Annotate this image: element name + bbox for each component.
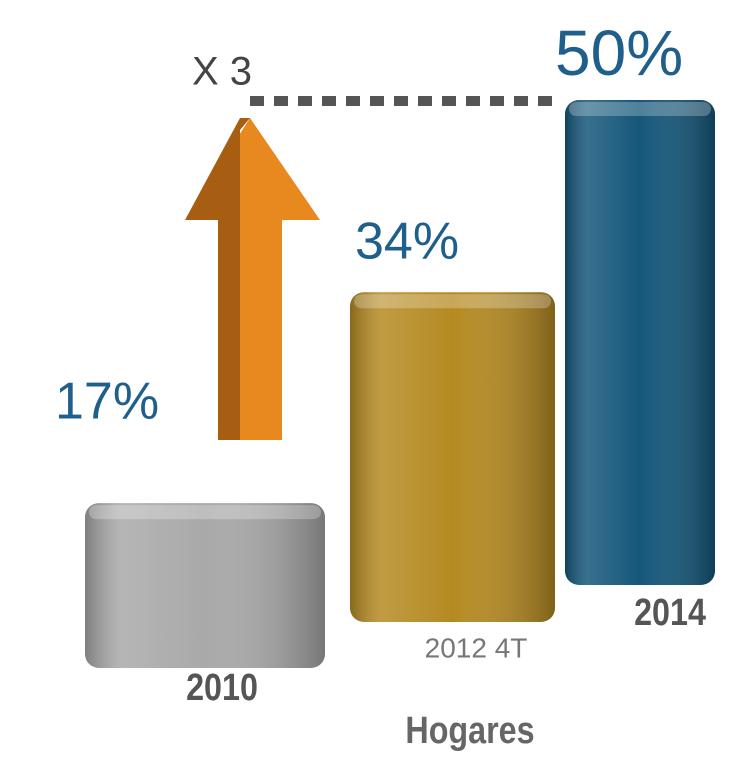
bar-shade [85, 503, 325, 668]
annotation: X 3 [192, 50, 252, 94]
arrow [185, 118, 320, 440]
x-axis-label: Hogares [405, 710, 534, 752]
category-label: 2010 [186, 667, 258, 709]
value-label: 17% [55, 373, 159, 431]
category-label: 2014 [634, 592, 706, 634]
category-label: 2012 4T [425, 632, 528, 663]
bar-shade [565, 100, 715, 585]
bar-cap [354, 294, 551, 309]
bar-cap [89, 505, 321, 520]
bar-shade [350, 292, 555, 622]
value-label: 50% [555, 17, 683, 89]
arrow-shade [185, 118, 250, 440]
value-label: 34% [355, 213, 459, 271]
bar-cap [569, 102, 711, 116]
